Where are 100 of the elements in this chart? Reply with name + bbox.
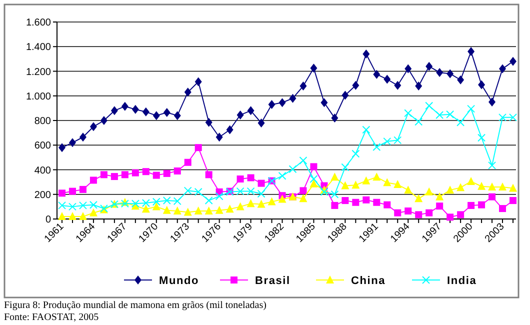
point xyxy=(394,136,402,144)
point xyxy=(142,168,150,176)
point xyxy=(215,206,224,214)
point xyxy=(236,187,244,196)
point xyxy=(184,208,192,216)
point xyxy=(478,134,486,142)
point xyxy=(426,62,433,71)
point xyxy=(457,211,464,218)
point xyxy=(468,47,475,56)
point xyxy=(310,174,318,183)
point xyxy=(467,104,476,113)
point xyxy=(152,172,160,179)
point xyxy=(300,187,307,194)
point xyxy=(257,200,266,208)
y-tick-label: 1.400 xyxy=(26,42,52,54)
point xyxy=(446,186,454,194)
point xyxy=(498,182,507,190)
point xyxy=(204,206,213,214)
point xyxy=(362,50,370,59)
point xyxy=(90,176,97,184)
point xyxy=(509,184,517,192)
legend-label: Mundo xyxy=(159,274,200,287)
point xyxy=(236,110,244,120)
point xyxy=(121,102,128,111)
point xyxy=(436,68,444,77)
point xyxy=(226,204,234,213)
point xyxy=(436,110,444,119)
point xyxy=(132,169,139,176)
point xyxy=(341,181,350,190)
point xyxy=(394,180,402,188)
point xyxy=(78,201,87,210)
point xyxy=(436,202,444,210)
point xyxy=(194,188,202,196)
point xyxy=(288,165,297,174)
point xyxy=(404,64,412,74)
point xyxy=(152,202,160,210)
point xyxy=(173,206,182,214)
point xyxy=(478,80,486,90)
point xyxy=(488,98,496,107)
point xyxy=(299,156,308,165)
point xyxy=(488,193,496,200)
point xyxy=(79,132,86,142)
point xyxy=(352,198,360,206)
point xyxy=(184,88,192,97)
point xyxy=(310,179,318,188)
point xyxy=(446,69,454,78)
point xyxy=(205,171,212,178)
legend-label: India xyxy=(447,274,477,287)
point xyxy=(362,176,370,184)
point xyxy=(425,102,434,110)
point xyxy=(510,197,516,204)
point xyxy=(509,113,517,122)
y-tick-label: 200 xyxy=(34,190,52,201)
point xyxy=(268,197,276,206)
point xyxy=(58,212,66,220)
y-tick-label: 1.600 xyxy=(26,18,52,28)
point xyxy=(89,208,98,216)
point xyxy=(205,118,212,127)
point xyxy=(414,118,423,126)
point xyxy=(142,198,150,207)
point xyxy=(352,80,360,90)
point xyxy=(394,209,402,216)
point xyxy=(383,178,392,186)
point xyxy=(331,202,338,209)
point xyxy=(488,161,496,170)
point xyxy=(373,70,380,79)
text: Figura 8: Produção mundial de mamona em grãos (mil toneladas) xyxy=(4,300,266,311)
point xyxy=(246,187,255,196)
point xyxy=(79,186,86,193)
point xyxy=(352,150,360,158)
point xyxy=(90,122,97,132)
point xyxy=(341,163,350,172)
point xyxy=(278,98,286,108)
point xyxy=(174,167,181,174)
point xyxy=(394,80,402,90)
legend-label: Brasil xyxy=(255,274,290,287)
point xyxy=(498,113,507,122)
y-tick-label: 600 xyxy=(34,140,52,152)
point xyxy=(299,194,308,202)
point xyxy=(174,111,181,120)
point xyxy=(142,107,150,116)
point xyxy=(184,158,192,166)
point xyxy=(436,192,444,200)
point xyxy=(352,180,360,189)
point xyxy=(194,206,202,214)
point xyxy=(342,90,349,100)
point xyxy=(468,202,475,209)
point xyxy=(58,201,66,210)
point xyxy=(415,211,422,218)
point xyxy=(373,198,380,206)
y-tick-label: 0 xyxy=(45,214,52,226)
point xyxy=(278,172,286,180)
point xyxy=(68,202,76,211)
point xyxy=(362,196,370,204)
point xyxy=(110,106,118,116)
point xyxy=(78,212,87,220)
point xyxy=(236,202,244,210)
point xyxy=(184,186,192,195)
point xyxy=(425,187,434,196)
point xyxy=(415,82,422,91)
